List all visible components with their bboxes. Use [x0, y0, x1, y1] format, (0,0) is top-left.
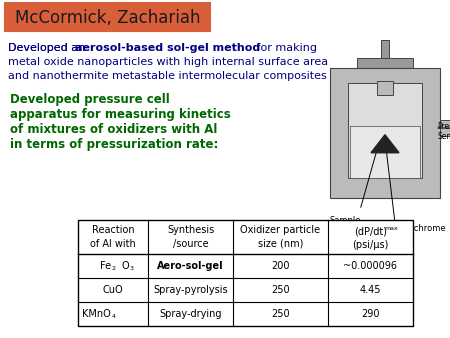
Text: McCormick, Zachariah: McCormick, Zachariah [15, 9, 201, 27]
Text: CuO: CuO [103, 285, 123, 295]
Text: metal oxide nanoparticles with high internal surface area: metal oxide nanoparticles with high inte… [8, 57, 328, 67]
Text: and nanothermite metastable intermolecular composites: and nanothermite metastable intermolecul… [8, 71, 327, 81]
Text: Pressure
Sensor: Pressure Sensor [437, 122, 450, 141]
Text: size (nm): size (nm) [258, 239, 303, 249]
Text: aerosol-based sol-gel method: aerosol-based sol-gel method [75, 43, 260, 53]
Text: in terms of pressurization rate:: in terms of pressurization rate: [10, 138, 218, 151]
Text: KMnO: KMnO [82, 309, 111, 319]
Text: 2: 2 [112, 266, 116, 271]
Text: Nichrome: Nichrome [405, 224, 446, 233]
Bar [78, 220, 413, 326]
Bar [381, 40, 389, 60]
Text: of mixtures of oxidizers with Al: of mixtures of oxidizers with Al [10, 123, 217, 136]
Text: Fe: Fe [100, 261, 111, 271]
Text: Reaction: Reaction [92, 225, 134, 235]
Text: Developed an: Developed an [8, 43, 89, 53]
Text: O: O [121, 261, 129, 271]
Text: ~0.000096: ~0.000096 [343, 261, 397, 271]
Text: of Al with: of Al with [90, 239, 136, 249]
Text: 250: 250 [271, 309, 290, 319]
Text: Oxidizer particle: Oxidizer particle [240, 225, 320, 235]
Bar [330, 68, 440, 198]
Text: 290: 290 [361, 309, 380, 319]
Text: Developed pressure cell: Developed pressure cell [10, 93, 170, 106]
Bar [350, 126, 420, 178]
Polygon shape [371, 135, 399, 153]
Text: Developed an: Developed an [8, 43, 89, 53]
Bar [348, 83, 422, 178]
Text: Sample: Sample [329, 216, 361, 225]
Text: Developed an aerosol-based sol-gel method for making: Developed an aerosol-based sol-gel metho… [8, 43, 318, 53]
Bar [440, 120, 450, 136]
Text: apparatus for measuring kinetics: apparatus for measuring kinetics [10, 108, 231, 121]
Text: (dP/dt): (dP/dt) [354, 226, 387, 236]
Text: 4: 4 [112, 314, 116, 319]
Text: 3: 3 [130, 266, 134, 271]
Text: 250: 250 [271, 285, 290, 295]
Text: max: max [384, 225, 398, 231]
Text: /source: /source [173, 239, 208, 249]
Text: (psi/μs): (psi/μs) [352, 240, 389, 250]
Text: 200: 200 [271, 261, 290, 271]
Text: Aero-sol-gel: Aero-sol-gel [157, 261, 224, 271]
Text: Spray-drying: Spray-drying [159, 309, 222, 319]
Text: Synthesis: Synthesis [167, 225, 214, 235]
Bar [377, 81, 393, 95]
Bar [357, 58, 413, 68]
Text: for making: for making [253, 43, 317, 53]
Text: Spray-pyrolysis: Spray-pyrolysis [153, 285, 228, 295]
Text: 4.45: 4.45 [360, 285, 381, 295]
Bar [5, 3, 210, 31]
